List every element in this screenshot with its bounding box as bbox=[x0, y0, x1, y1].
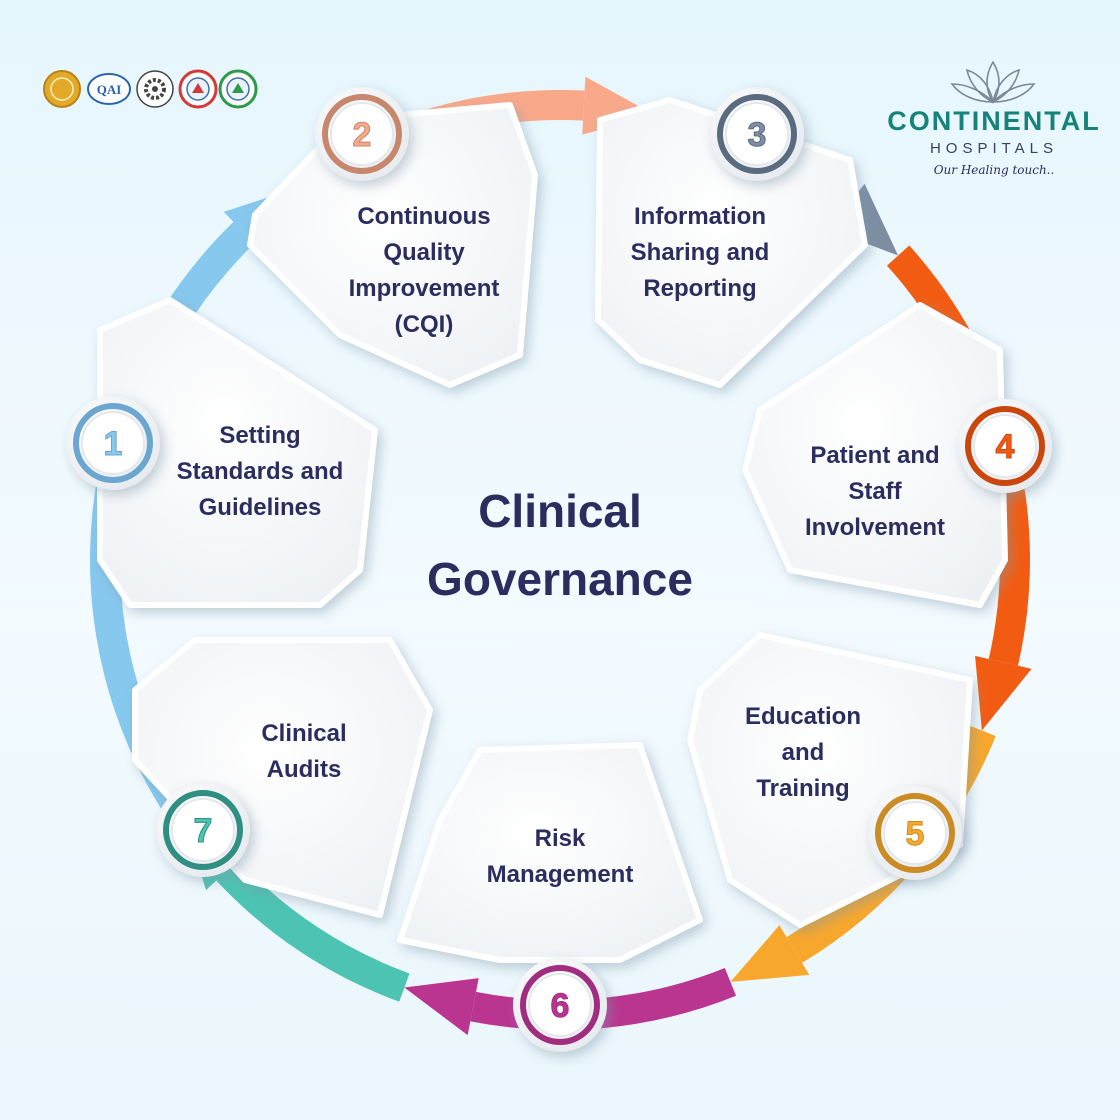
brand-tagline: Our Healing touch.. bbox=[934, 163, 1055, 177]
step-label-line: and bbox=[782, 739, 825, 766]
step-card-1: Setting Standards and Guidelines 1 bbox=[66, 297, 378, 608]
iso-gear-icon bbox=[136, 70, 174, 108]
step-label-line: Staff bbox=[848, 478, 902, 505]
step-card-2: Continuous Quality Improvement (CQI) 2 bbox=[247, 87, 538, 388]
step-label-line: Standards and bbox=[177, 458, 344, 485]
arrow-head bbox=[730, 925, 810, 982]
ring-segment bbox=[216, 860, 410, 1002]
step-label-line: Information bbox=[634, 203, 766, 230]
step-number: 6 bbox=[551, 987, 570, 1025]
step-number: 2 bbox=[353, 116, 372, 154]
step-label-line: Improvement bbox=[349, 275, 500, 302]
brand-name: CONTINENTAL bbox=[887, 106, 1100, 136]
step-number: 3 bbox=[748, 116, 767, 154]
step-label-line: Management bbox=[487, 861, 634, 888]
step-number-badge-2: 2 bbox=[315, 87, 409, 181]
step-label-line: Sharing and bbox=[631, 239, 770, 266]
card-shape bbox=[742, 302, 1008, 608]
step-label-line: Patient and bbox=[810, 442, 939, 469]
arrow-head bbox=[975, 655, 1032, 731]
step-card-6: Risk Management 6 bbox=[397, 742, 703, 1052]
card-shape bbox=[595, 97, 868, 388]
step-label-line: Risk bbox=[535, 825, 586, 852]
step-card-4: Patient and Staff Involvement 4 bbox=[742, 302, 1052, 608]
qai-badge-icon: QAI bbox=[87, 73, 131, 105]
step-label-line: Quality bbox=[383, 239, 465, 266]
step-label-line: (CQI) bbox=[395, 311, 454, 338]
step-number: 7 bbox=[194, 812, 213, 850]
step-number-badge-6: 6 bbox=[513, 958, 607, 1052]
step-number-badge-5: 5 bbox=[868, 786, 962, 880]
center-title-line1: Clinical bbox=[478, 485, 642, 537]
brand-logo: CONTINENTAL HOSPITALS Our Healing touch.… bbox=[887, 60, 1100, 177]
step-card-5: Education and Training 5 bbox=[687, 632, 973, 928]
step-number-badge-7: 7 bbox=[156, 783, 250, 877]
step-label-line: Training bbox=[756, 775, 849, 802]
step-card-3: Information Sharing and Reporting 3 bbox=[595, 87, 868, 388]
nabh-red-badge-icon bbox=[178, 69, 218, 109]
step-number-badge-1: 1 bbox=[66, 396, 160, 490]
step-cards: Setting Standards and Guidelines 1 Continuou… bbox=[66, 87, 1052, 1052]
qai-text: QAI bbox=[97, 82, 122, 97]
step-label-line: Involvement bbox=[805, 514, 945, 541]
step-label-line: Continuous bbox=[357, 203, 490, 230]
card-shape bbox=[132, 637, 433, 918]
step-label-line: Guidelines bbox=[199, 494, 322, 521]
step-number-badge-3: 3 bbox=[710, 87, 804, 181]
step-label-line: Clinical bbox=[261, 720, 346, 747]
step-label-line: Audits bbox=[267, 756, 342, 783]
gold-seal-icon bbox=[43, 70, 81, 108]
step-label-line: Education bbox=[745, 703, 861, 730]
step-number: 4 bbox=[996, 428, 1015, 466]
step-card-7: Clinical Audits 7 bbox=[132, 637, 433, 918]
brand-subtitle: HOSPITALS bbox=[930, 140, 1058, 157]
step-label-line: Reporting bbox=[643, 275, 756, 302]
step-number: 1 bbox=[104, 425, 123, 463]
card-shape bbox=[97, 297, 378, 608]
accreditation-badges: QAI bbox=[43, 69, 258, 109]
card-shape bbox=[397, 742, 703, 963]
nabh-green-badge-icon bbox=[218, 69, 258, 109]
center-title-line2: Governance bbox=[427, 553, 693, 605]
lotus-icon bbox=[950, 60, 1036, 104]
step-number-badge-4: 4 bbox=[958, 399, 1052, 493]
step-number: 5 bbox=[906, 815, 925, 853]
step-label-line: Setting bbox=[219, 422, 300, 449]
arrow-head bbox=[404, 978, 479, 1036]
